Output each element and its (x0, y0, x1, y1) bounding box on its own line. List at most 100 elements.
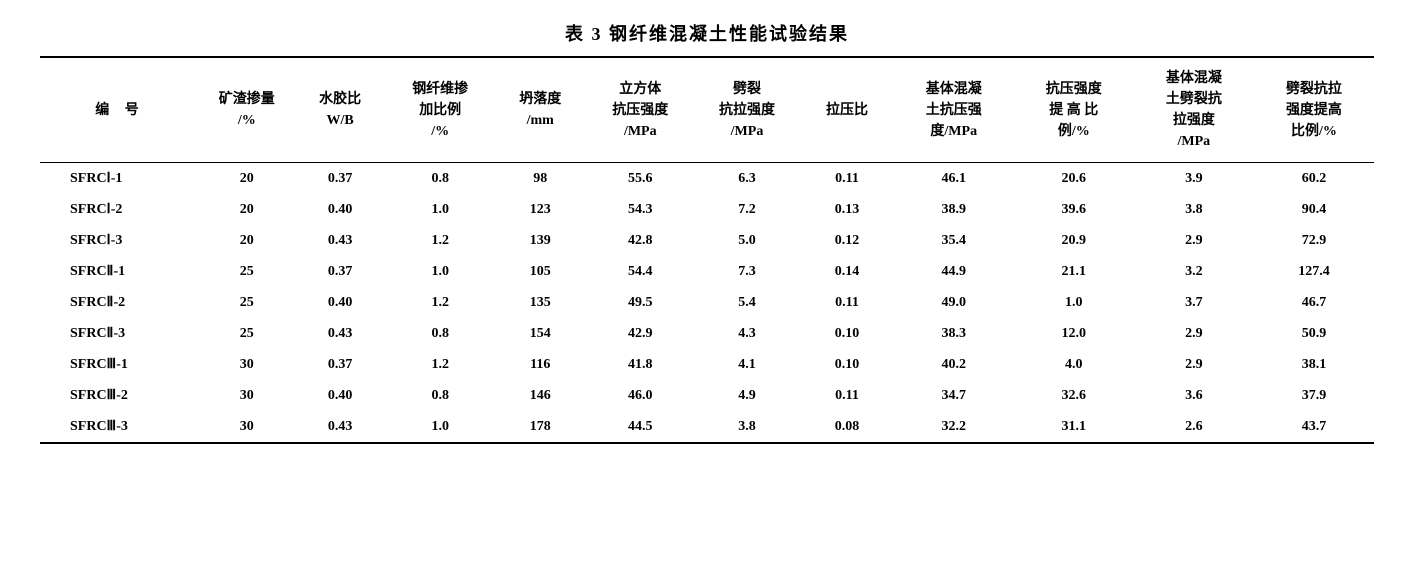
data-cell: 0.43 (293, 225, 386, 256)
column-header: 基体混凝土抗压强度/MPa (894, 57, 1014, 163)
data-cell: 1.2 (387, 349, 494, 380)
sfrc-results-table: 编 号矿渣掺量/%水胶比W/B钢纤维掺加比例/%坍落度/mm立方体抗压强度/MP… (40, 56, 1374, 444)
row-id-cell: SFRCⅢ-3 (40, 411, 200, 443)
data-cell: 2.6 (1134, 411, 1254, 443)
column-header: 坍落度/mm (494, 57, 587, 163)
row-id-cell: SFRCⅢ-2 (40, 380, 200, 411)
data-cell: 0.11 (800, 163, 893, 195)
data-cell: 38.3 (894, 318, 1014, 349)
data-cell: 3.8 (1134, 194, 1254, 225)
data-cell: 44.5 (587, 411, 694, 443)
data-cell: 90.4 (1254, 194, 1374, 225)
data-cell: 0.10 (800, 318, 893, 349)
data-cell: 98 (494, 163, 587, 195)
column-header: 钢纤维掺加比例/% (387, 57, 494, 163)
data-cell: 5.4 (694, 287, 801, 318)
data-cell: 0.37 (293, 256, 386, 287)
data-cell: 0.43 (293, 411, 386, 443)
data-cell: 44.9 (894, 256, 1014, 287)
data-cell: 3.9 (1134, 163, 1254, 195)
data-cell: 32.6 (1014, 380, 1134, 411)
data-cell: 37.9 (1254, 380, 1374, 411)
data-cell: 1.2 (387, 287, 494, 318)
data-cell: 50.9 (1254, 318, 1374, 349)
header-row: 编 号矿渣掺量/%水胶比W/B钢纤维掺加比例/%坍落度/mm立方体抗压强度/MP… (40, 57, 1374, 163)
table-row: SFRCⅠ-3200.431.213942.85.00.1235.420.92.… (40, 225, 1374, 256)
table-row: SFRCⅠ-1200.370.89855.66.30.1146.120.63.9… (40, 163, 1374, 195)
data-cell: 40.2 (894, 349, 1014, 380)
data-cell: 1.0 (387, 411, 494, 443)
data-cell: 41.8 (587, 349, 694, 380)
data-cell: 7.3 (694, 256, 801, 287)
data-cell: 30 (200, 349, 293, 380)
data-cell: 154 (494, 318, 587, 349)
data-cell: 38.1 (1254, 349, 1374, 380)
data-cell: 20 (200, 163, 293, 195)
column-header: 矿渣掺量/% (200, 57, 293, 163)
data-cell: 3.7 (1134, 287, 1254, 318)
table-row: SFRCⅡ-1250.371.010554.47.30.1444.921.13.… (40, 256, 1374, 287)
data-cell: 46.1 (894, 163, 1014, 195)
data-cell: 21.1 (1014, 256, 1134, 287)
data-cell: 0.12 (800, 225, 893, 256)
data-cell: 60.2 (1254, 163, 1374, 195)
row-id-cell: SFRCⅠ-2 (40, 194, 200, 225)
table-row: SFRCⅢ-3300.431.017844.53.80.0832.231.12.… (40, 411, 1374, 443)
data-cell: 105 (494, 256, 587, 287)
data-cell: 38.9 (894, 194, 1014, 225)
data-cell: 20 (200, 225, 293, 256)
column-header: 基体混凝土劈裂抗拉强度/MPa (1134, 57, 1254, 163)
column-header: 劈裂抗拉强度/MPa (694, 57, 801, 163)
data-cell: 54.3 (587, 194, 694, 225)
row-id-cell: SFRCⅠ-1 (40, 163, 200, 195)
column-header: 抗压强度提 高 比例/% (1014, 57, 1134, 163)
data-cell: 25 (200, 287, 293, 318)
data-cell: 25 (200, 256, 293, 287)
table-row: SFRCⅠ-2200.401.012354.37.20.1338.939.63.… (40, 194, 1374, 225)
data-cell: 54.4 (587, 256, 694, 287)
data-cell: 49.5 (587, 287, 694, 318)
row-id-cell: SFRCⅡ-3 (40, 318, 200, 349)
data-cell: 1.0 (1014, 287, 1134, 318)
data-cell: 0.10 (800, 349, 893, 380)
table-row: SFRCⅢ-1300.371.211641.84.10.1040.24.02.9… (40, 349, 1374, 380)
data-cell: 0.11 (800, 287, 893, 318)
data-cell: 0.14 (800, 256, 893, 287)
data-cell: 0.8 (387, 380, 494, 411)
data-cell: 0.37 (293, 349, 386, 380)
data-cell: 0.37 (293, 163, 386, 195)
data-cell: 1.2 (387, 225, 494, 256)
data-cell: 25 (200, 318, 293, 349)
data-cell: 31.1 (1014, 411, 1134, 443)
row-id-cell: SFRCⅡ-1 (40, 256, 200, 287)
table-body: SFRCⅠ-1200.370.89855.66.30.1146.120.63.9… (40, 163, 1374, 444)
data-cell: 43.7 (1254, 411, 1374, 443)
data-cell: 139 (494, 225, 587, 256)
data-cell: 39.6 (1014, 194, 1134, 225)
data-cell: 0.40 (293, 380, 386, 411)
data-cell: 146 (494, 380, 587, 411)
data-cell: 72.9 (1254, 225, 1374, 256)
column-header: 劈裂抗拉强度提高比例/% (1254, 57, 1374, 163)
column-header: 立方体抗压强度/MPa (587, 57, 694, 163)
data-cell: 0.13 (800, 194, 893, 225)
data-cell: 30 (200, 411, 293, 443)
data-cell: 4.0 (1014, 349, 1134, 380)
data-cell: 2.9 (1134, 349, 1254, 380)
data-cell: 0.08 (800, 411, 893, 443)
row-id-cell: SFRCⅠ-3 (40, 225, 200, 256)
column-header: 拉压比 (800, 57, 893, 163)
data-cell: 55.6 (587, 163, 694, 195)
data-cell: 2.9 (1134, 225, 1254, 256)
data-cell: 3.8 (694, 411, 801, 443)
table-row: SFRCⅡ-3250.430.815442.94.30.1038.312.02.… (40, 318, 1374, 349)
column-header: 水胶比W/B (293, 57, 386, 163)
table-row: SFRCⅢ-2300.400.814646.04.90.1134.732.63.… (40, 380, 1374, 411)
data-cell: 4.3 (694, 318, 801, 349)
data-cell: 42.9 (587, 318, 694, 349)
data-cell: 20 (200, 194, 293, 225)
data-cell: 49.0 (894, 287, 1014, 318)
data-cell: 32.2 (894, 411, 1014, 443)
data-cell: 7.2 (694, 194, 801, 225)
data-cell: 0.40 (293, 287, 386, 318)
